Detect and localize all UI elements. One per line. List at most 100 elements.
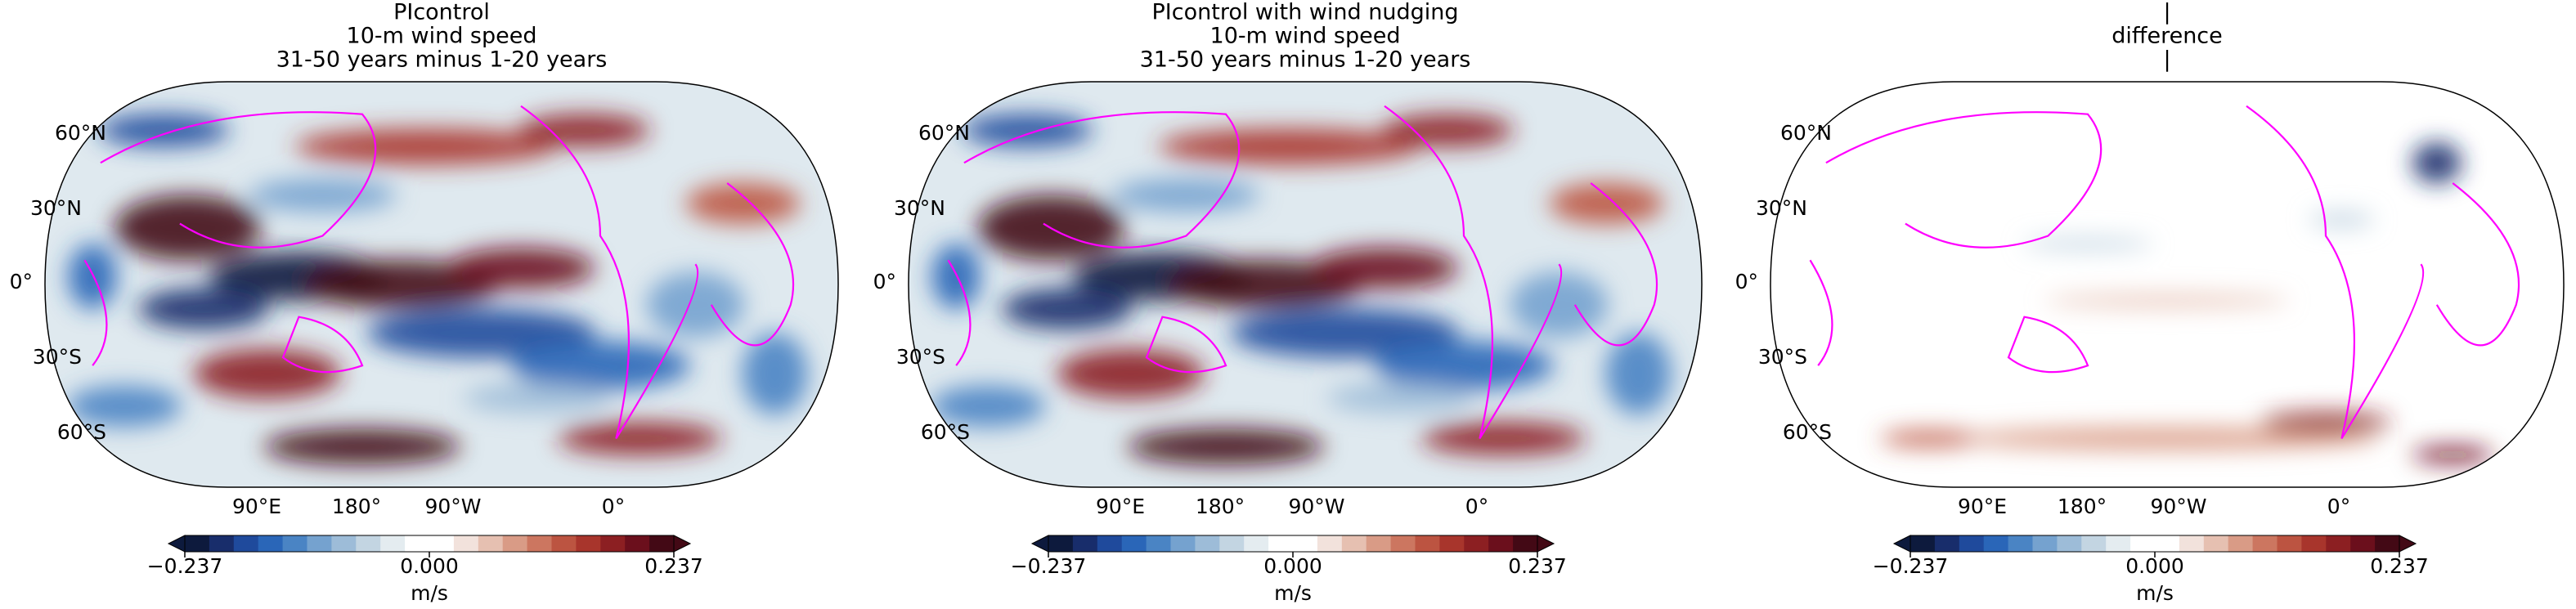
lat-label: 60°S	[921, 420, 970, 444]
colorbar-segment	[478, 535, 504, 552]
field-blob	[1002, 288, 1133, 329]
panel-title: |	[2163, 47, 2170, 73]
field-blob	[98, 114, 230, 147]
map-border	[908, 81, 1703, 488]
colorbar-segment	[2106, 535, 2131, 552]
colorbar-segment	[2130, 535, 2156, 552]
colorbar-segment	[1121, 535, 1147, 552]
lat-label: 0°	[873, 270, 896, 293]
map-border	[44, 81, 839, 488]
field-blob	[1311, 248, 1458, 289]
colorbar-tick-label: 0.237	[2370, 554, 2429, 578]
colorbar-segment	[1390, 535, 1416, 552]
coastline	[1573, 182, 1658, 347]
colorbar-segment	[1244, 535, 1269, 552]
field-blob	[1057, 349, 1205, 399]
colorbar-label: m/s	[411, 581, 448, 605]
panel-title: 10-m wind speed	[1210, 24, 1401, 49]
field-blob	[1374, 341, 1554, 391]
lon-label: 90°W	[424, 495, 481, 518]
lon-label: 180°	[332, 495, 381, 518]
colorbar-segment	[1048, 535, 1074, 552]
colorbar-segment	[2228, 535, 2254, 552]
colorbar-segment	[649, 535, 675, 552]
lat-label: 30°S	[1758, 345, 1807, 369]
map-field	[931, 105, 1672, 465]
field-blob	[2309, 211, 2375, 228]
field-blob	[264, 428, 460, 465]
colorbar-tick-label: −0.237	[1011, 554, 1087, 578]
field-blob	[518, 114, 650, 147]
field-blob	[1128, 428, 1324, 465]
colorbar-segment	[1341, 535, 1367, 552]
colorbar-segment	[331, 535, 357, 552]
colorbar-segment	[2155, 535, 2180, 552]
field-blob	[558, 422, 722, 455]
field-blob	[646, 271, 745, 338]
lat-label: 60°S	[1783, 420, 1832, 444]
map-background	[1770, 82, 2564, 487]
colorbar-segment	[1959, 535, 1985, 552]
coastline	[947, 259, 972, 366]
colorbar-segment	[2032, 535, 2058, 552]
colorbar-segment	[380, 535, 406, 552]
lon-label: 180°	[1196, 495, 1245, 518]
colorbar-segment	[1488, 535, 1514, 552]
field-blob	[1510, 271, 1609, 338]
field-blob	[1326, 383, 1474, 413]
field-blob	[962, 114, 1093, 147]
colorbar-segment	[1983, 535, 2009, 552]
colorbar-segment	[185, 535, 210, 552]
lon-label: 0°	[1465, 495, 1488, 518]
field-blob	[742, 333, 808, 415]
lon-label: 90°W	[2150, 495, 2206, 518]
colorbar-segment	[625, 535, 650, 552]
field-blob	[931, 244, 981, 310]
colorbar-tick-label: −0.237	[147, 554, 223, 578]
colorbar-tick-label: 0.237	[1508, 554, 1567, 578]
colorbar-segment	[1464, 535, 1489, 552]
colorbar-segment	[1513, 535, 1538, 552]
panel-title: PIcontrol	[393, 0, 490, 25]
colorbar-segment	[429, 535, 455, 552]
lon-label: 90°E	[1958, 495, 2007, 518]
field-blob	[2022, 237, 2153, 251]
lat-label: 30°S	[33, 345, 82, 369]
lat-label: 0°	[1735, 270, 1758, 293]
colorbar-segment	[2081, 535, 2107, 552]
lat-label: 30°S	[896, 345, 945, 369]
colorbar-segment	[282, 535, 307, 552]
coastline	[963, 111, 1241, 249]
lat-label: 60°N	[1780, 121, 1832, 145]
field-blob	[447, 248, 595, 289]
coastline	[2246, 105, 2425, 440]
colorbar-segment	[551, 535, 577, 552]
field-blob	[931, 385, 1045, 427]
colorbar-segment	[405, 535, 430, 552]
lat-label: 30°N	[30, 196, 82, 220]
field-blob	[1605, 333, 1672, 415]
coastline	[1384, 105, 1563, 440]
panel-title: PIcontrol with wind nudging	[1152, 0, 1459, 25]
lat-label: 30°N	[1756, 196, 1807, 220]
colorbar-segment	[2252, 535, 2278, 552]
coastline	[2435, 182, 2520, 347]
lon-label: 0°	[2327, 495, 2350, 518]
colorbar-tick-label: 0.000	[1263, 554, 1322, 578]
colorbar-segment	[233, 535, 259, 552]
colorbar-extend-low	[1892, 535, 1911, 553]
colorbar-segment	[600, 535, 626, 552]
panel-title: 31-50 years minus 1-20 years	[276, 47, 608, 73]
field-blob	[366, 308, 596, 358]
field-blob	[2412, 142, 2462, 184]
colorbar-segment	[1219, 535, 1245, 552]
colorbar-segment	[2057, 535, 2082, 552]
panel-title: 31-50 years minus 1-20 years	[1140, 47, 1471, 73]
colorbar-extend-low	[1030, 535, 1049, 553]
colorbar-segment	[2008, 535, 2033, 552]
map-field	[67, 105, 808, 465]
field-blob	[2412, 446, 2494, 463]
